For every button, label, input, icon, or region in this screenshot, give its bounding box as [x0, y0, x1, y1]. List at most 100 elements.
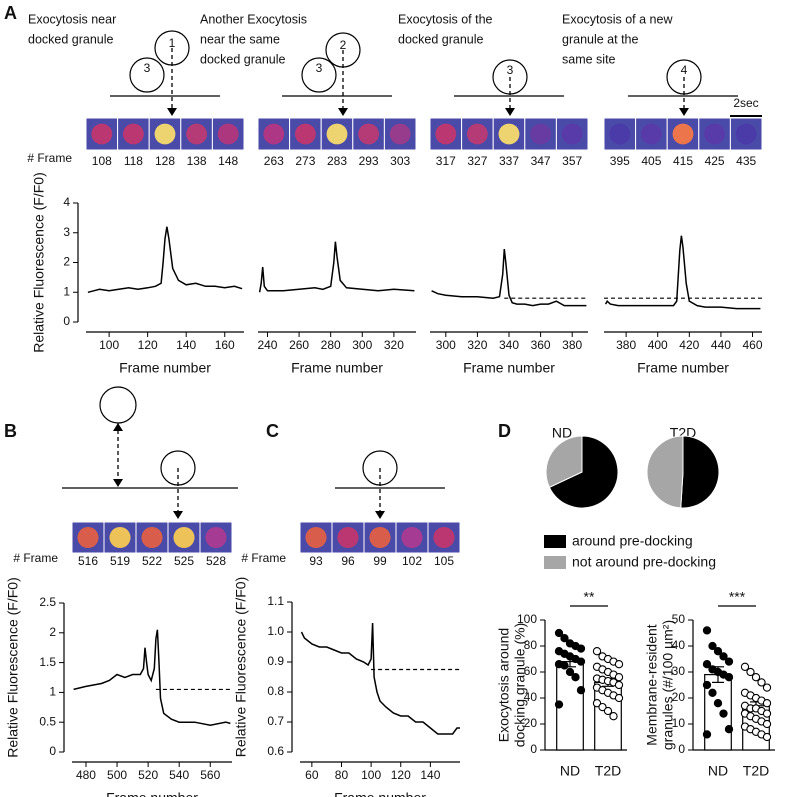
data-point — [598, 702, 607, 712]
trace — [300, 622, 460, 735]
data-point — [614, 660, 624, 669]
data-point — [565, 667, 575, 677]
heatmap-spot — [326, 123, 348, 145]
frame-number: 263 — [264, 154, 284, 168]
frame-number: 108 — [92, 154, 112, 168]
frame-number: 102 — [402, 554, 422, 568]
caption: near the same — [200, 32, 280, 46]
frame-number: 337 — [499, 154, 519, 168]
caption: same site — [562, 52, 616, 66]
frame-number: 99 — [373, 554, 387, 568]
y-tick-label: 1 — [63, 284, 70, 298]
x-tick-label: 520 — [138, 768, 158, 782]
y-tick-label: 0 — [678, 742, 685, 756]
y-axis-label: Relative Fluorescence (F/F0) — [233, 577, 249, 758]
y-tick-label: 0 — [530, 742, 537, 756]
panel-label: D — [498, 421, 511, 441]
trace — [431, 249, 587, 307]
arrowhead — [338, 108, 348, 116]
frame-number: 528 — [206, 554, 226, 568]
y-tick-label: 30 — [672, 664, 686, 678]
x-tick-label: 160 — [215, 338, 235, 352]
y-axis-label: Relative Fluorescence (F/F0) — [5, 577, 21, 758]
heatmap-spot — [498, 123, 520, 145]
x-axis-label: Frame number — [637, 360, 729, 376]
frame-number: 522 — [142, 554, 162, 568]
y-tick-label: 1.1 — [267, 594, 284, 608]
data-point — [762, 732, 772, 742]
x-tick-label: 300 — [436, 338, 456, 352]
legend-swatch — [544, 535, 566, 548]
data-point — [576, 644, 586, 653]
data-point — [708, 688, 717, 697]
y-tick-label: 100 — [517, 612, 537, 626]
pie-slice — [548, 435, 619, 509]
pie-slice — [545, 435, 583, 488]
heatmap-spot — [186, 123, 208, 145]
data-point — [757, 678, 766, 687]
y-tick-label: 10 — [672, 716, 686, 730]
y-tick-label: 1.0 — [267, 624, 284, 638]
data-point — [719, 652, 728, 661]
data-point — [614, 680, 624, 690]
data-point — [702, 626, 712, 635]
granule — [99, 386, 137, 424]
frame-number: 357 — [562, 154, 582, 168]
y-tick-label: 80 — [524, 638, 538, 652]
heatmap-spot — [77, 526, 99, 549]
data-point — [592, 647, 602, 656]
panel-label: B — [4, 421, 17, 441]
frame-number: 105 — [434, 554, 454, 568]
data-point — [708, 641, 717, 651]
data-point — [592, 699, 602, 708]
frame-label: # Frame — [13, 551, 58, 565]
heatmap-spot — [704, 123, 726, 145]
data-point — [724, 673, 734, 682]
frame-number: 128 — [155, 154, 175, 168]
x-tick-label: 280 — [321, 338, 341, 352]
panel-label: C — [266, 421, 279, 441]
y-tick-label: 20 — [672, 690, 686, 704]
significance: *** — [729, 589, 746, 605]
x-tick-label: ND — [560, 763, 580, 779]
x-tick-label: 460 — [743, 338, 763, 352]
frame-number: 118 — [124, 154, 143, 168]
data-point — [762, 719, 772, 729]
x-tick-label: 380 — [616, 338, 636, 352]
heatmap-spot — [358, 123, 380, 145]
data-point — [762, 699, 772, 708]
frame-number: 96 — [341, 554, 355, 568]
data-point — [751, 673, 761, 682]
arrowhead — [375, 511, 385, 519]
heatmap-spot — [173, 526, 195, 549]
data-point — [713, 647, 723, 656]
x-tick-label: 100 — [99, 338, 119, 352]
heatmap-spot — [561, 123, 583, 145]
y-tick-label: 20 — [524, 716, 538, 730]
caption: Exocytosis of the — [398, 12, 493, 26]
frame-label: # Frame — [27, 151, 72, 165]
y-tick-label: 40 — [672, 638, 686, 652]
heatmap-spot — [640, 123, 662, 145]
heatmap-spot — [141, 526, 163, 549]
x-tick-label: 380 — [562, 338, 582, 352]
x-tick-label: 140 — [176, 338, 196, 352]
frame-number: 303 — [390, 154, 410, 168]
frame-number: 405 — [641, 154, 661, 168]
heatmap-spot — [530, 123, 552, 145]
data-point — [702, 730, 712, 739]
trace — [73, 629, 231, 726]
heatmap-spot — [435, 123, 457, 145]
caption: docked granule — [200, 52, 286, 66]
frame-number: 138 — [187, 154, 207, 168]
legend-label: not around pre-docking — [572, 554, 716, 570]
caption: Exocytosis of a new — [562, 12, 673, 26]
x-tick-label: 120 — [391, 768, 411, 782]
heatmap-spot — [205, 526, 227, 549]
frame-number: 516 — [78, 554, 98, 568]
x-axis-label: Frame number — [334, 790, 426, 797]
heatmap-spot — [122, 123, 144, 145]
data-point — [576, 686, 586, 695]
heatmap-spot — [109, 526, 131, 549]
pie-slice — [646, 435, 684, 509]
